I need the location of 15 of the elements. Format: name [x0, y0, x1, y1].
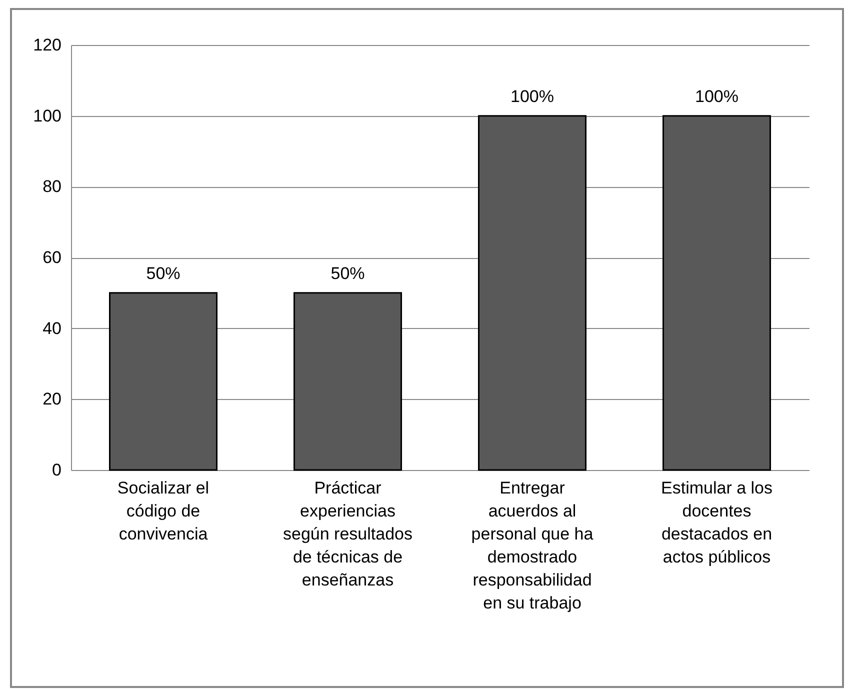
x-tick-label: Entregar acuerdos al personal que ha demostrado responsabilidad en su trabajo [471, 478, 594, 612]
y-tick-label: 80 [42, 177, 62, 196]
y-tick-label: 120 [33, 36, 62, 54]
y-tick-label: 20 [42, 390, 62, 409]
y-tick-label: 100 [33, 106, 62, 126]
data-label: 50% [146, 264, 180, 283]
data-label: 50% [330, 264, 365, 283]
data-label: 100% [695, 86, 738, 106]
x-tick-label: Estimular a los docentes destacados en actos públicos [661, 478, 772, 566]
y-tick-label: 0 [52, 460, 62, 480]
y-tick-label: 60 [42, 248, 62, 267]
x-tick-label: Socializar el código de convivencia [117, 478, 210, 544]
x-tick-label: Prácticar experiencias según resultados de técnicas de enseñanzas [283, 478, 412, 590]
y-tick-label: 40 [42, 318, 62, 338]
data-label: 100% [510, 86, 554, 106]
